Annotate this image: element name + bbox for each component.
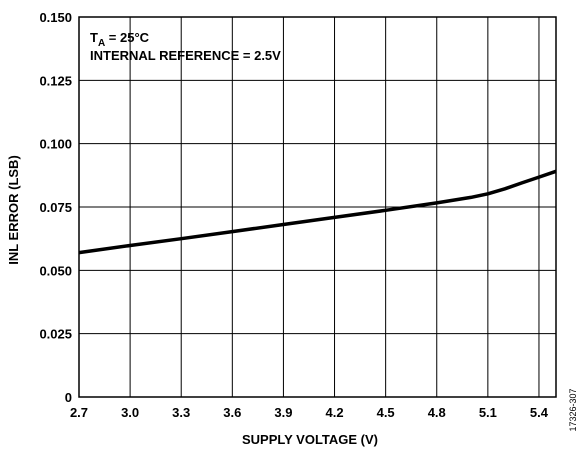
plot-frame: [78, 16, 557, 398]
x-tick-label: 3.6: [223, 405, 241, 420]
y-axis-label: INL ERROR (LSB): [6, 155, 21, 265]
y-tick-label: 0.075: [39, 200, 72, 215]
series-line: [78, 169, 557, 255]
x-tick-label: 2.7: [70, 405, 88, 420]
x-tick-label: 4.8: [428, 405, 446, 420]
grid-lines: [79, 17, 556, 397]
x-tick-label: 3.0: [121, 405, 139, 420]
y-tick-label: 0.050: [39, 263, 72, 278]
y-tick-label: 0.025: [39, 327, 72, 342]
y-tick-label: 0.150: [39, 10, 72, 25]
x-tick-label: 3.3: [172, 405, 190, 420]
x-tick-label: 4.2: [325, 405, 343, 420]
x-tick-labels: 2.7 3.0 3.3 3.6 3.9 4.2 4.5 4.8 5.1 5.4: [70, 405, 549, 420]
series-group: [78, 169, 557, 255]
y-tick-label: 0.125: [39, 73, 72, 88]
x-tick-label: 3.9: [274, 405, 292, 420]
figure-id: 17326-307: [568, 388, 578, 431]
x-tick-label: 4.5: [377, 405, 395, 420]
y-tick-label: 0: [65, 390, 72, 405]
y-tick-label: 0.100: [39, 137, 72, 152]
x-tick-label: 5.1: [479, 405, 497, 420]
x-axis-label: SUPPLY VOLTAGE (V): [242, 432, 378, 447]
y-tick-labels: 0 0.025 0.050 0.075 0.100 0.125 0.150: [39, 10, 72, 405]
annotation-temperature: TA = 25°C: [90, 30, 150, 49]
x-tick-label: 5.4: [530, 405, 549, 420]
annotation-reference: INTERNAL REFERENCE = 2.5V: [90, 48, 281, 63]
